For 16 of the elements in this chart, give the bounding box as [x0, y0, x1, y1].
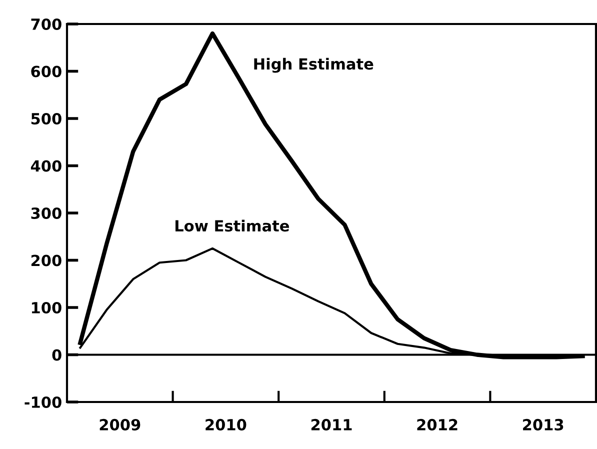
y-tick-label: -100: [24, 396, 62, 408]
y-tick-label: 600: [31, 66, 62, 78]
x-tick-label: 2011: [311, 418, 352, 430]
y-tick-label: 400: [30, 160, 62, 172]
y-tick-label: 700: [31, 18, 62, 30]
series-label: High Estimate: [254, 58, 374, 73]
x-tick-label: 2010: [206, 418, 246, 430]
x-tick-label: 2012: [417, 418, 458, 430]
x-tick-label: 2009: [100, 418, 140, 430]
y-tick-label: 500: [31, 112, 62, 125]
x-tick-label: 2013: [523, 418, 564, 430]
y-tick-label: 100: [32, 302, 62, 314]
y-tick-label: 300: [31, 207, 62, 220]
y-tick-label: 0: [52, 349, 62, 361]
y-tick-label: 200: [31, 254, 62, 266]
series-label: Low Estimate: [176, 220, 289, 232]
